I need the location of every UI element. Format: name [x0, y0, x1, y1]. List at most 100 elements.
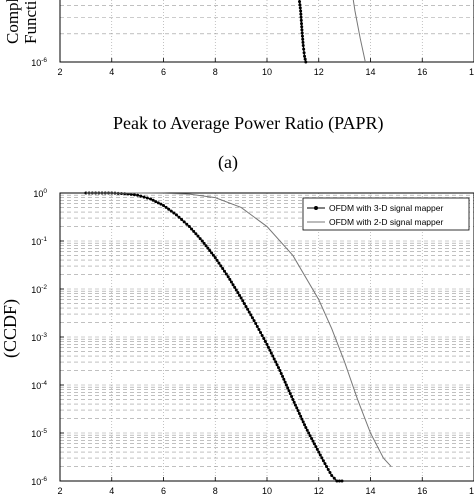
- x-tick-label: 2: [57, 486, 62, 495]
- series-2: [352, 0, 366, 63]
- x-tick-label: 14: [365, 486, 375, 495]
- data-point: [177, 215, 181, 219]
- data-point: [300, 417, 304, 421]
- data-point: [132, 193, 136, 197]
- data-point: [332, 476, 336, 480]
- data-point: [305, 428, 309, 432]
- data-point: [159, 202, 163, 206]
- data-point: [198, 237, 202, 241]
- data-point: [219, 264, 223, 268]
- data-point: [318, 453, 322, 457]
- x-tick-label: 12: [314, 67, 324, 77]
- data-point: [298, 6, 302, 10]
- bottom-ylabel: (CCDF): [0, 298, 20, 358]
- data-point: [265, 342, 269, 346]
- data-point: [190, 227, 194, 231]
- y-tick-label: 10-2: [31, 284, 47, 295]
- data-point: [326, 468, 330, 472]
- y-tick-label: 10-6: [31, 476, 47, 487]
- data-point: [301, 37, 305, 41]
- data-point: [172, 211, 176, 215]
- y-tick-label: 10-4: [31, 380, 47, 391]
- legend-label: OFDM with 2-D signal mapper: [329, 217, 443, 227]
- data-point: [279, 371, 283, 375]
- data-point: [194, 232, 198, 236]
- data-point: [221, 267, 225, 271]
- data-point: [272, 357, 276, 361]
- data-point: [299, 9, 303, 13]
- data-point: [244, 304, 248, 308]
- data-point: [303, 54, 307, 58]
- legend-label: OFDM with 3-D signal mapper: [329, 203, 443, 213]
- data-point: [139, 194, 143, 198]
- y-tick-label: 10-5: [31, 428, 47, 439]
- data-point: [290, 395, 294, 399]
- data-point: [300, 28, 304, 32]
- x-tick-label: 4: [109, 67, 114, 77]
- data-point: [151, 198, 155, 202]
- data-point: [164, 205, 168, 209]
- data-point: [292, 400, 296, 404]
- data-point: [328, 471, 332, 475]
- x-tick-label: 16: [417, 67, 427, 77]
- data-point: [300, 22, 303, 26]
- y-tick-label: 10-6: [31, 57, 47, 68]
- data-point: [182, 220, 186, 224]
- data-point: [215, 258, 219, 262]
- data-point: [297, 411, 301, 415]
- legend-marker: [314, 206, 318, 210]
- data-point: [304, 60, 308, 64]
- data-point: [262, 336, 266, 340]
- data-point: [228, 277, 232, 281]
- data-point: [303, 57, 307, 61]
- data-point: [222, 269, 226, 273]
- series-1: [84, 191, 344, 483]
- x-tick-label: 8: [213, 486, 218, 495]
- data-point: [192, 229, 196, 233]
- data-point: [315, 447, 319, 451]
- x-tick-label: 14: [365, 67, 375, 77]
- x-tick-label: 16: [417, 486, 427, 495]
- data-point: [226, 275, 230, 279]
- data-point: [252, 319, 256, 323]
- figure-caption-a: (a): [218, 152, 238, 172]
- data-point: [277, 366, 280, 370]
- data-point: [196, 234, 200, 238]
- data-point: [314, 445, 318, 449]
- data-point: [210, 251, 214, 255]
- x-tick-label: 6: [161, 67, 166, 77]
- data-point: [255, 325, 259, 329]
- data-point: [298, 0, 302, 4]
- data-point: [233, 285, 237, 289]
- data-point: [287, 389, 291, 393]
- data-point: [167, 207, 171, 211]
- data-point: [269, 351, 273, 355]
- top-ylabel-line-2: Function: [21, 0, 40, 44]
- data-point: [340, 479, 344, 483]
- data-point: [254, 322, 258, 326]
- x-tick-label: 12: [314, 486, 324, 495]
- data-point: [337, 479, 341, 483]
- data-point: [266, 345, 270, 349]
- data-point: [206, 246, 210, 250]
- data-point: [246, 307, 250, 311]
- series-line: [85, 192, 392, 467]
- data-point: [321, 459, 325, 463]
- data-point: [300, 34, 304, 38]
- x-tick-label: 4: [109, 486, 114, 495]
- data-point: [208, 249, 212, 253]
- data-point: [187, 225, 191, 229]
- data-point: [145, 196, 149, 200]
- data-point: [242, 302, 246, 306]
- y-tick-label: 100: [33, 188, 47, 199]
- data-point: [299, 15, 303, 19]
- legend-box: [302, 197, 470, 231]
- data-point: [129, 192, 133, 196]
- x-tick-label: 8: [213, 67, 218, 77]
- y-tick-label: 10-3: [31, 332, 47, 343]
- data-point: [302, 51, 306, 55]
- series-line: [352, 0, 366, 63]
- data-point: [211, 253, 215, 257]
- x-tick-label: 10: [262, 486, 272, 495]
